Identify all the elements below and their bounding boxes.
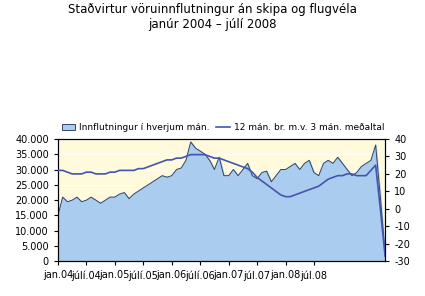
Legend: Innflutningur í hverjum mán., 12 mán. br. m.v. 3 mán. meðaltal: Innflutningur í hverjum mán., 12 mán. br…	[58, 119, 388, 136]
Text: Staðvirtur vöruinnflutningur án skipa og flugvéla
janúr 2004 – júlí 2008: Staðvirtur vöruinnflutningur án skipa og…	[68, 3, 357, 31]
